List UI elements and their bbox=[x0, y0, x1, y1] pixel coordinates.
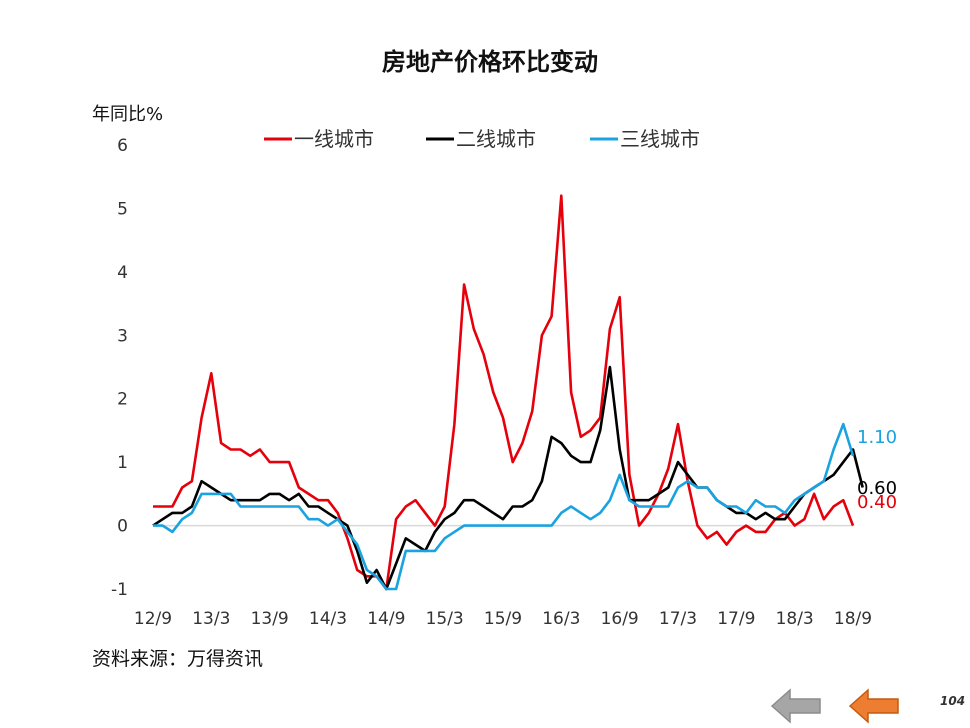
legend: 一线城市 二线城市 三线城市 bbox=[264, 127, 700, 151]
x-tick-label: 16/9 bbox=[601, 609, 639, 629]
legend-label: 三线城市 bbox=[620, 127, 700, 151]
x-axis-ticks: 12/9 13/3 13/9 14/3 14/9 15/3 15/9 16/3 16/9 17/3… bbox=[134, 609, 872, 629]
end-labels: 0.400.60 1.10 bbox=[857, 427, 897, 513]
x-tick-label: 17/9 bbox=[717, 609, 755, 629]
legend-label: 一线城市 bbox=[294, 127, 374, 151]
source-note: 资料来源：万得资讯 bbox=[92, 648, 264, 670]
y-tick-label: 6 bbox=[117, 136, 128, 156]
y-tick-label: 4 bbox=[117, 263, 128, 283]
end-value-label: 1.10 bbox=[857, 427, 897, 448]
series-line-1 bbox=[153, 194, 855, 591]
chart-title: 房地产价格环比变动 bbox=[382, 48, 598, 76]
x-tick-label: 17/3 bbox=[659, 609, 697, 629]
y-tick-label: 3 bbox=[117, 326, 128, 346]
x-tick-label: 18/3 bbox=[776, 609, 814, 629]
x-tick-label: 15/9 bbox=[484, 609, 522, 629]
y-tick-label: 0 bbox=[117, 517, 128, 537]
x-tick-label: 14/3 bbox=[309, 609, 347, 629]
legend-label: 二线城市 bbox=[456, 127, 536, 151]
series-lines bbox=[152, 194, 864, 591]
previous-page-button[interactable] bbox=[770, 688, 822, 724]
y-tick-label: 2 bbox=[117, 390, 128, 410]
x-tick-label: 13/3 bbox=[192, 609, 230, 629]
end-value-label: 0.40 bbox=[857, 492, 897, 513]
end-value-label: 0.60 bbox=[857, 478, 897, 499]
y-axis-label: 年同比% bbox=[92, 104, 163, 125]
page-number: 104 bbox=[940, 694, 966, 708]
x-tick-label: 14/9 bbox=[367, 609, 405, 629]
x-tick-label: 12/9 bbox=[134, 609, 172, 629]
series-line-2 bbox=[152, 365, 864, 591]
x-tick-label: 15/3 bbox=[426, 609, 464, 629]
y-tick-label: -1 bbox=[111, 580, 128, 600]
next-page-button[interactable] bbox=[848, 688, 900, 724]
arrow-left-icon bbox=[848, 688, 899, 724]
y-tick-label: 1 bbox=[117, 453, 128, 473]
x-tick-label: 18/9 bbox=[834, 609, 872, 629]
x-tick-label: 16/3 bbox=[542, 609, 580, 629]
y-tick-label: 5 bbox=[117, 199, 128, 219]
arrow-left-icon bbox=[770, 688, 821, 724]
y-axis-ticks: -1 0 1 2 3 4 5 6 bbox=[111, 136, 128, 600]
series-line-3 bbox=[153, 422, 855, 591]
x-tick-label: 13/9 bbox=[251, 609, 289, 629]
